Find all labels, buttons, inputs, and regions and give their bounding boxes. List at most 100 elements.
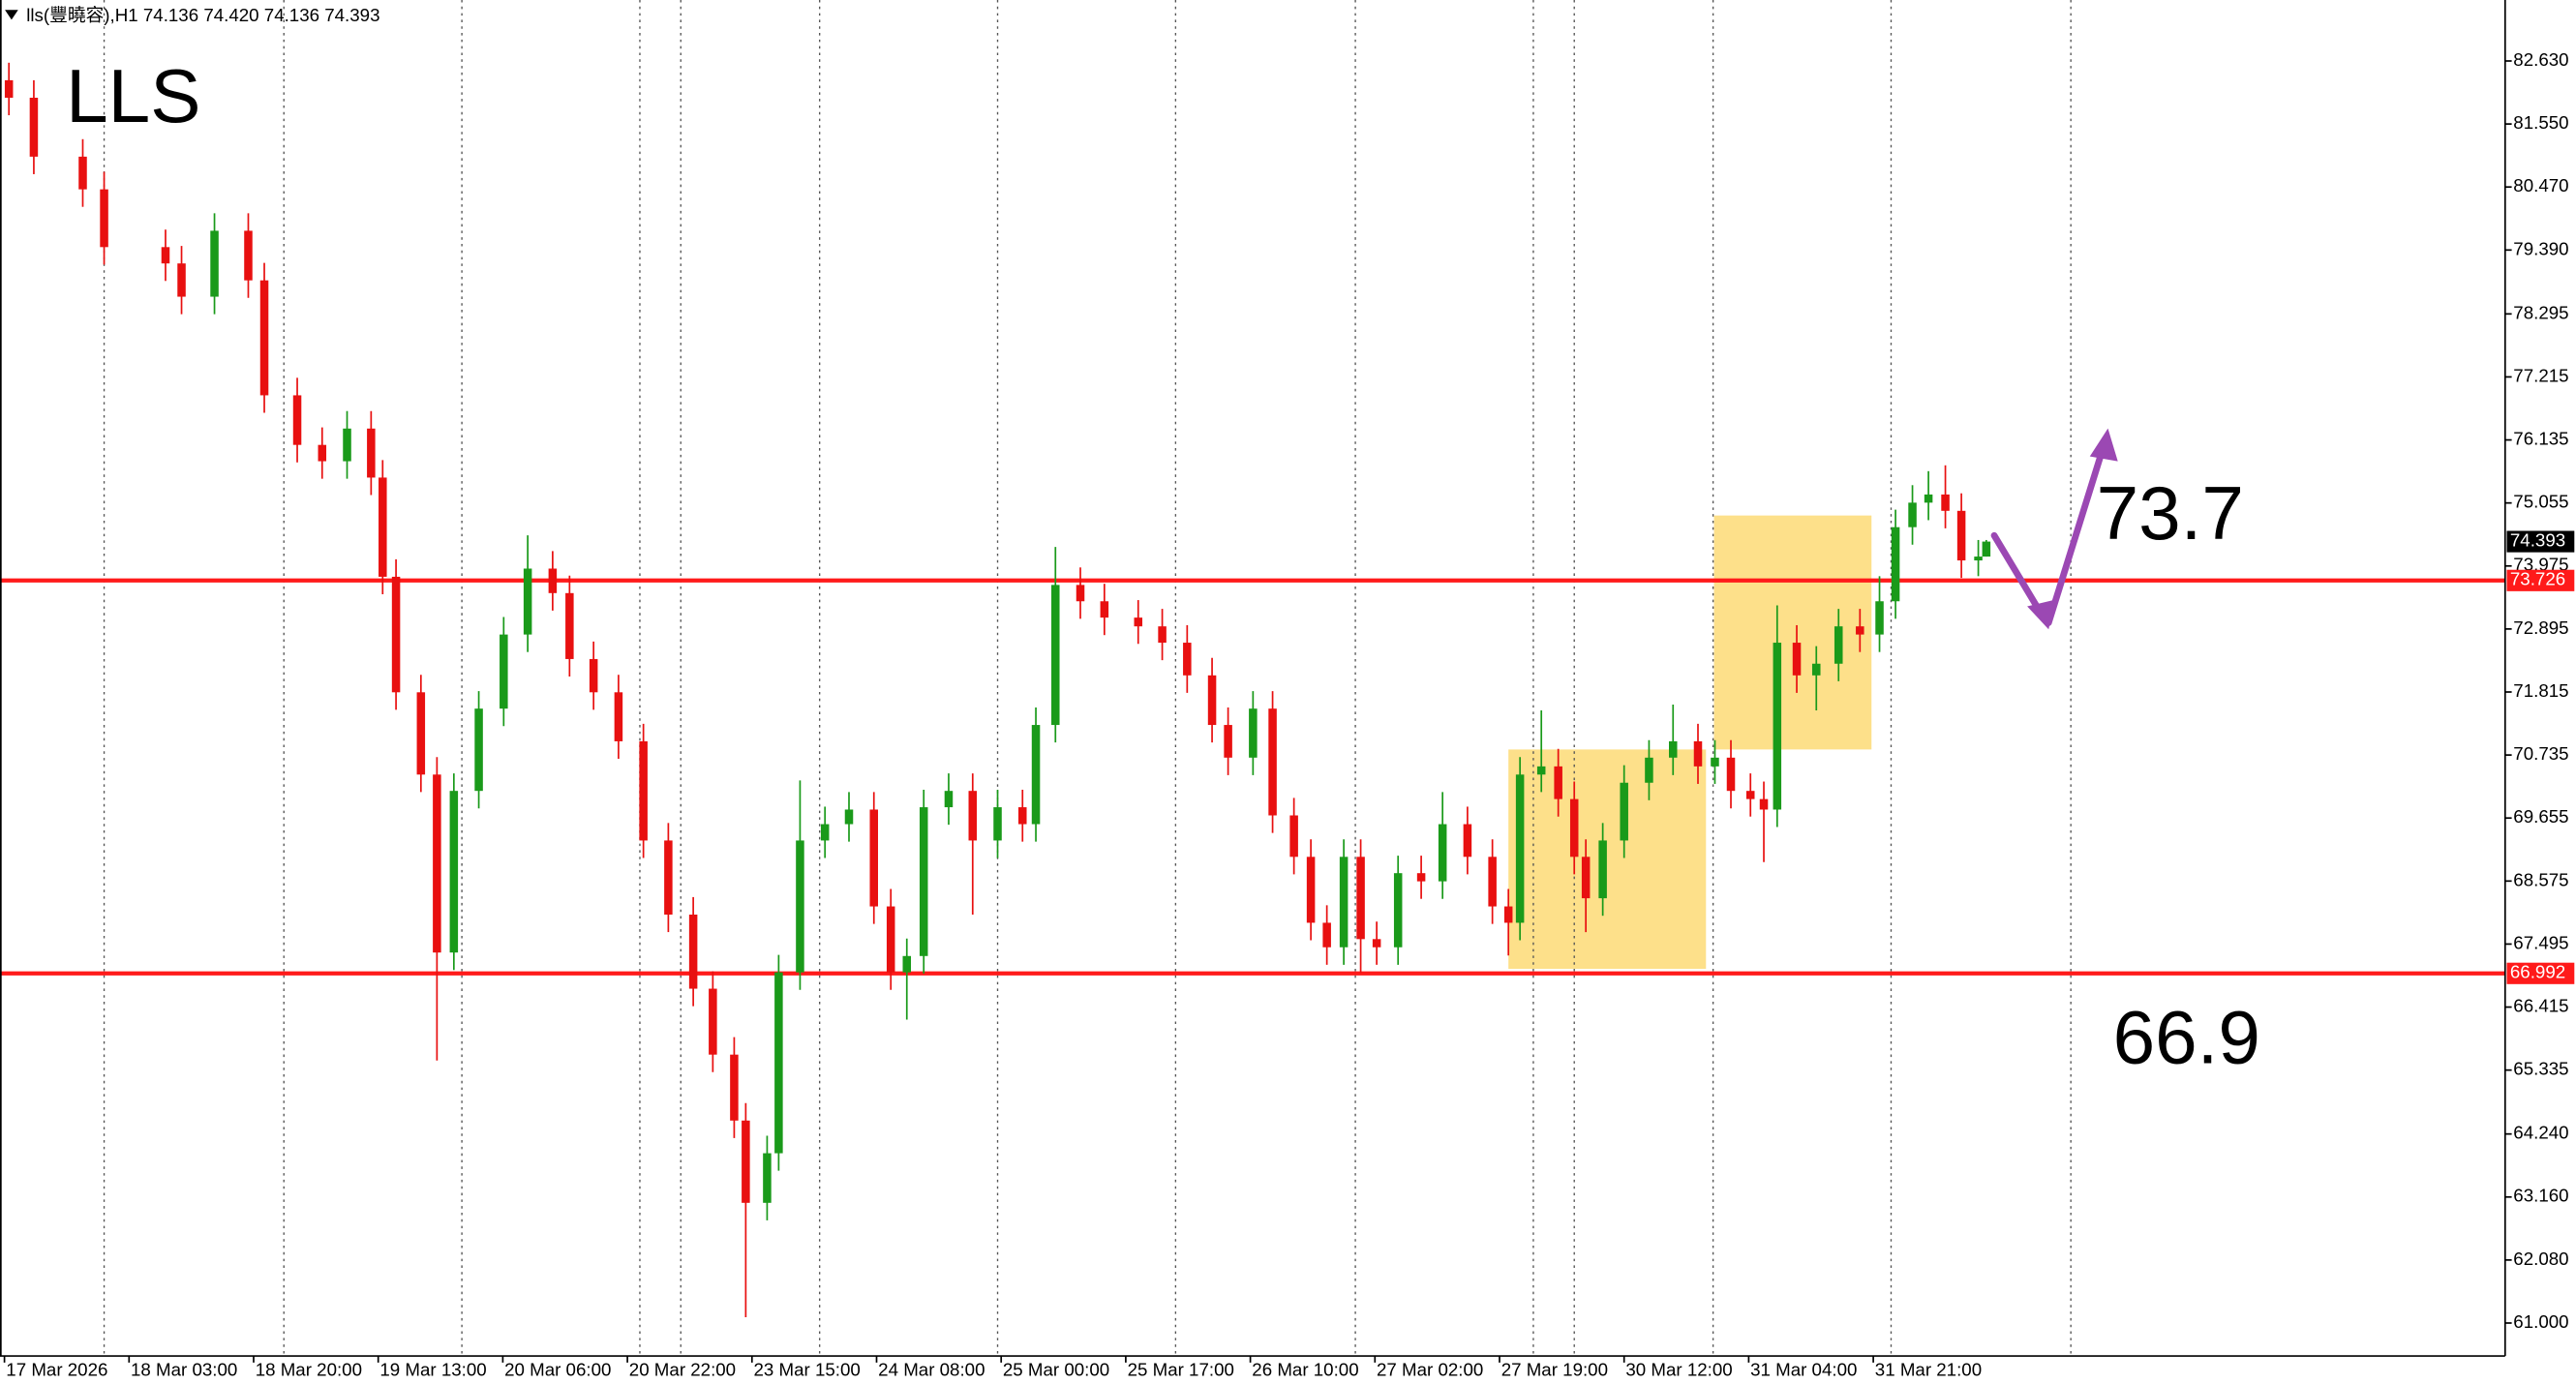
candle-body: [1100, 601, 1109, 618]
y-tick-label: 80.470: [2513, 175, 2568, 196]
arrow-head: [2089, 428, 2118, 462]
candle-body: [1289, 815, 1298, 857]
y-tick-label: 71.815: [2513, 680, 2568, 701]
candle-body: [742, 1120, 750, 1203]
menu-arrow[interactable]: [5, 10, 18, 20]
candle-body: [343, 428, 351, 462]
y-tick-label: 75.055: [2513, 492, 2568, 512]
candle-body: [1339, 857, 1349, 948]
candle-body: [944, 791, 954, 808]
candle-body: [919, 807, 928, 956]
price-label: 74.393: [2510, 530, 2565, 551]
candle-body: [1416, 873, 1426, 882]
candle-body: [993, 807, 1002, 841]
zones: [1508, 515, 1872, 970]
x-tick-label: 18 Mar 20:00: [256, 1359, 362, 1379]
candle-body: [1974, 557, 1983, 561]
candle-body: [1856, 626, 1864, 635]
candle-body: [1515, 774, 1525, 923]
candle-body: [1438, 824, 1447, 882]
y-tick-label: 66.415: [2513, 995, 2568, 1015]
candle-body: [1249, 708, 1258, 758]
y-tick-label: 82.630: [2513, 49, 2568, 70]
candle-body: [1908, 502, 1917, 527]
candle-body: [474, 708, 483, 792]
candle-body: [1051, 585, 1060, 726]
annotation: 73.7: [2097, 470, 2244, 556]
candle-body: [1268, 708, 1277, 816]
candle-body: [1924, 494, 1933, 503]
level-tag: [2506, 962, 2575, 984]
zone: [1508, 749, 1707, 970]
candle-body: [589, 658, 598, 693]
candle-body: [1620, 782, 1628, 841]
x-tick-label: 19 Mar 13:00: [379, 1359, 486, 1379]
x-tick-label: 25 Mar 17:00: [1128, 1359, 1234, 1379]
levels: [0, 578, 2505, 976]
candle-body: [1488, 857, 1497, 907]
x-tick-label: 31 Mar 21:00: [1875, 1359, 1982, 1379]
y-tick-label: 73.975: [2513, 555, 2568, 575]
candle-body: [902, 955, 912, 973]
candle-body: [709, 988, 717, 1055]
candle-body: [433, 774, 441, 953]
y-tick-label: 69.655: [2513, 806, 2568, 827]
arrow-head: [2027, 599, 2056, 630]
header: lls(豐曉容),H1 74.136 74.420 74.136 74.393: [26, 5, 379, 25]
y-tick-label: 64.240: [2513, 1123, 2568, 1143]
x-tick-label: 27 Mar 02:00: [1377, 1359, 1483, 1379]
candle-body: [1669, 740, 1678, 758]
candle-body: [1792, 643, 1802, 676]
candle-body: [78, 156, 87, 190]
candle-body: [244, 230, 253, 281]
candle-body: [1031, 725, 1041, 825]
candle-body: [688, 914, 698, 989]
level-tag: [2506, 569, 2575, 591]
candle-body: [730, 1054, 739, 1121]
grid: [103, 0, 2072, 1357]
candle-body: [292, 395, 302, 445]
zone: [1713, 515, 1872, 750]
candle-body: [1183, 643, 1192, 676]
candle-body: [1581, 857, 1591, 899]
candle-body: [177, 263, 186, 297]
candle-body: [4, 79, 14, 98]
candle-body: [1554, 766, 1562, 799]
y-tick-label: 78.295: [2513, 302, 2568, 322]
candle-body: [1393, 873, 1403, 948]
y-tick-label: 70.735: [2513, 743, 2568, 764]
x-tick-label: 24 Mar 08:00: [878, 1359, 985, 1379]
candle-body: [1018, 807, 1027, 825]
x-tick-label: 18 Mar 03:00: [131, 1359, 237, 1379]
candle-body: [161, 247, 170, 264]
candle-body: [1356, 857, 1365, 940]
price-tag: [2506, 530, 2575, 553]
candle-body: [796, 840, 804, 973]
x-tick-label: 31 Mar 04:00: [1750, 1359, 1857, 1379]
x-tick-label: 20 Mar 22:00: [629, 1359, 736, 1379]
candle-body: [1834, 626, 1843, 664]
candle-body: [1759, 798, 1769, 810]
candle-body: [820, 824, 830, 841]
candle-body: [1645, 757, 1653, 783]
y-tick-label: 68.575: [2513, 869, 2568, 889]
y-tick-label: 79.390: [2513, 238, 2568, 258]
candle-body: [639, 740, 648, 841]
y-tick-label: 63.160: [2513, 1186, 2568, 1206]
candle-body: [1569, 798, 1579, 857]
candle-body: [1773, 643, 1782, 810]
candle-body: [844, 809, 854, 825]
candle-body: [763, 1153, 772, 1203]
x-tick-label: 17 Mar 2026: [6, 1359, 107, 1379]
candle-body: [1076, 585, 1085, 602]
y-tick-label: 81.550: [2513, 112, 2568, 133]
candle-body: [1891, 527, 1900, 602]
candle-body: [1693, 740, 1703, 767]
candle-body: [664, 840, 673, 915]
y-tick-label: 61.000: [2513, 1311, 2568, 1332]
forecast-arrow: [1990, 444, 2106, 626]
candle-body: [1956, 510, 1966, 561]
candle-body: [318, 444, 327, 462]
